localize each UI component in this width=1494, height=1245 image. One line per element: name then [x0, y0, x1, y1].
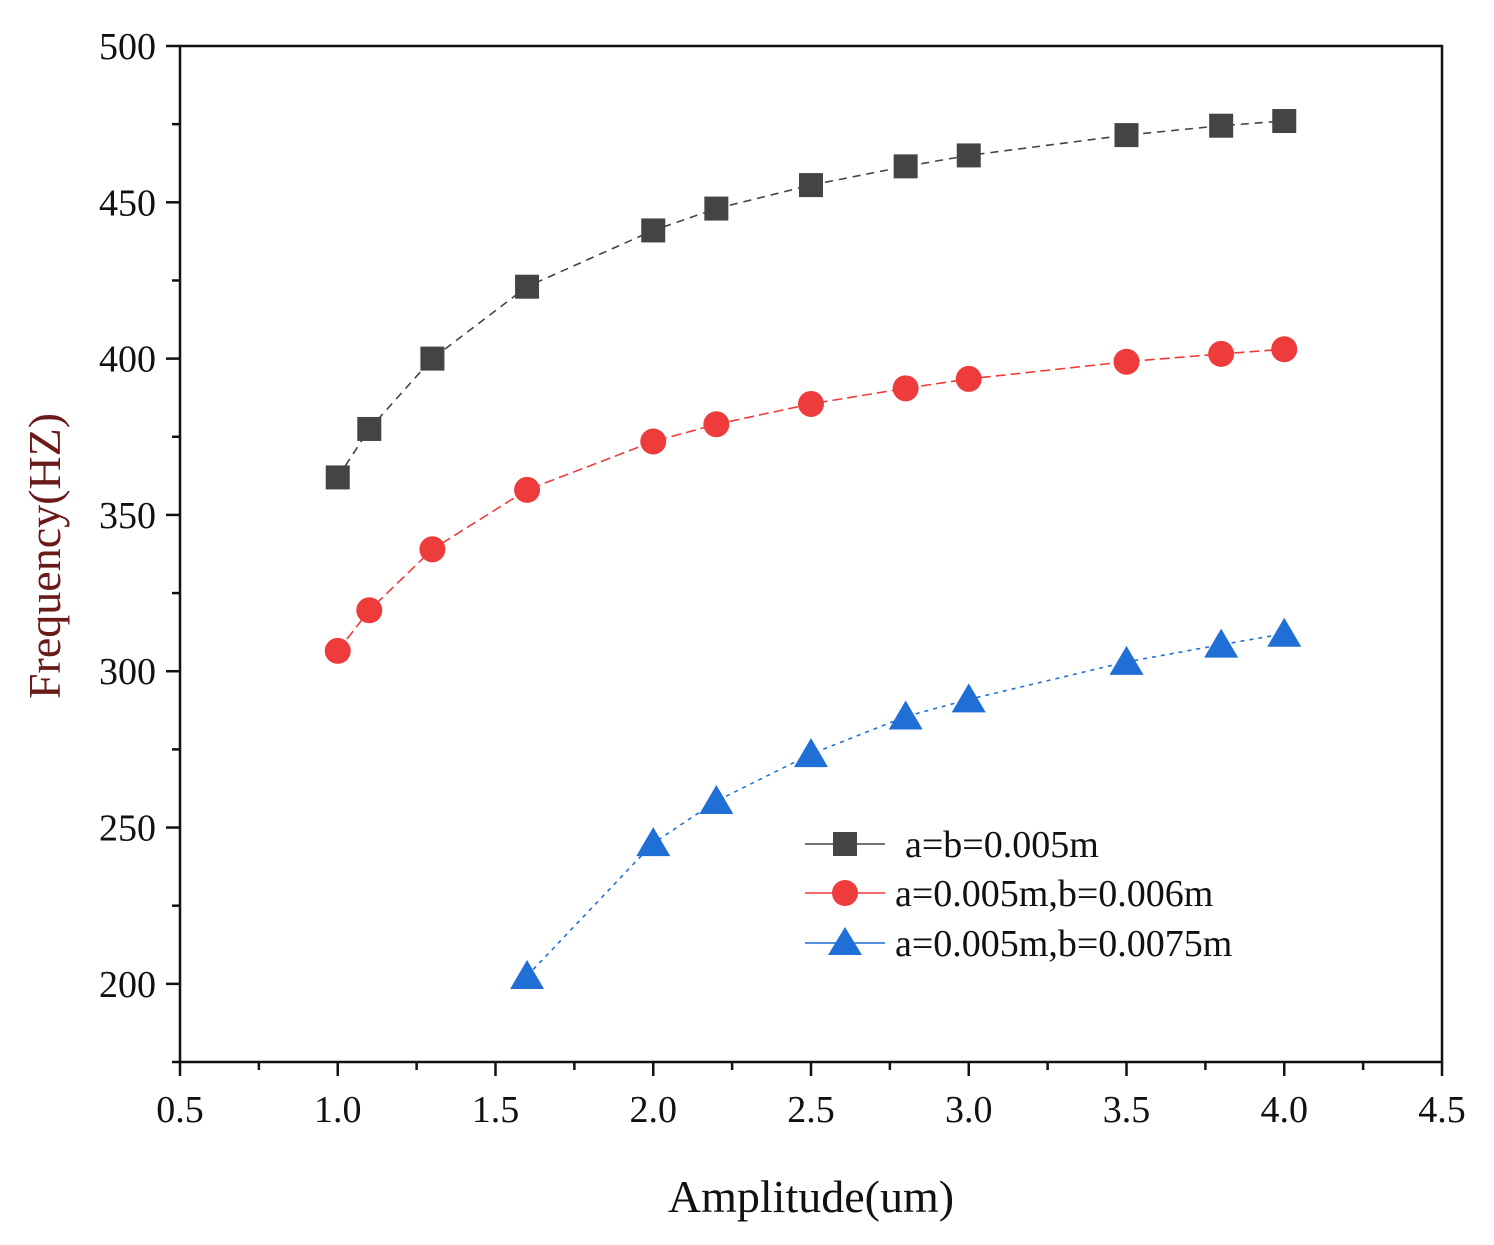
data-point — [1272, 109, 1297, 134]
legend-label-series-3: a=0.005m,b=0.0075m — [895, 923, 1232, 965]
plot-area — [178, 44, 1444, 1064]
data-point — [636, 827, 671, 857]
y-tick-label: 200 — [99, 964, 156, 1006]
legend-marker-series-1 — [833, 832, 857, 856]
x-tick-label: 3.5 — [1103, 1089, 1151, 1131]
data-point — [951, 683, 986, 713]
legend-label-series-2: a=0.005m,b=0.006m — [895, 873, 1213, 915]
legend-entry-series-1: a=b=0.005m — [805, 824, 1099, 866]
x-tick-label: 1.5 — [472, 1089, 520, 1131]
y-tick-label: 450 — [99, 182, 156, 224]
data-point — [699, 784, 734, 814]
data-point — [515, 274, 540, 299]
data-point — [324, 637, 351, 664]
data-point — [1109, 645, 1144, 675]
data-point — [1113, 348, 1140, 375]
x-tick-label: 4.5 — [1418, 1089, 1466, 1131]
legend-entry-series-2: a=0.005m,b=0.006m — [805, 873, 1213, 915]
data-point — [1208, 340, 1235, 367]
data-point — [1114, 123, 1139, 148]
series-3 — [510, 617, 1302, 990]
data-point — [794, 738, 828, 768]
series-line-3 — [526, 632, 1285, 977]
x-tick-label: 4.0 — [1261, 1089, 1309, 1131]
y-axis-ticks — [166, 44, 180, 1064]
data-point — [955, 365, 982, 392]
y-tick-label: 300 — [99, 651, 156, 693]
series-line-2 — [337, 348, 1285, 652]
series-1 — [325, 109, 1297, 490]
data-point — [1271, 336, 1298, 363]
y-axis-tick-labels: 200 250 300 350 400 450 500 — [99, 26, 156, 1006]
legend-entry-series-3: a=0.005m,b=0.0075m — [805, 923, 1232, 965]
data-point — [893, 154, 918, 179]
data-point — [640, 428, 667, 455]
y-tick-label: 400 — [99, 339, 156, 381]
x-tick-label: 3.0 — [945, 1089, 993, 1131]
legend: a=b=0.005m a=0.005m,b=0.006m a=0.005m,b=… — [805, 824, 1232, 965]
series-2 — [324, 336, 1298, 664]
data-point — [703, 411, 730, 438]
y-axis-title: Frequency(HZ) — [19, 413, 70, 699]
series-layer — [324, 109, 1302, 990]
data-point — [956, 143, 981, 168]
data-point — [1204, 628, 1239, 658]
data-point — [419, 536, 446, 563]
x-axis-title: Amplitude(um) — [668, 1171, 954, 1222]
data-point — [357, 416, 382, 441]
data-point — [704, 196, 729, 221]
data-point — [888, 700, 923, 730]
x-tick-label: 2.0 — [630, 1089, 678, 1131]
data-point — [356, 597, 383, 624]
data-point — [514, 476, 541, 503]
legend-marker-series-3 — [828, 927, 862, 955]
legend-marker-series-2 — [832, 880, 858, 906]
data-point — [1209, 113, 1234, 138]
y-tick-label: 350 — [99, 495, 156, 537]
x-axis-ticks — [178, 1062, 1444, 1076]
data-point — [798, 390, 824, 417]
series-line-1 — [337, 120, 1285, 478]
x-tick-label: 0.5 — [156, 1089, 204, 1131]
x-tick-label: 2.5 — [787, 1089, 835, 1131]
x-axis-tick-labels: 0.5 1.0 1.5 2.0 2.5 3.0 3.5 4.0 4.5 — [156, 1089, 1466, 1131]
data-point — [1267, 617, 1302, 647]
data-point — [420, 346, 445, 371]
legend-label-series-1: a=b=0.005m — [905, 824, 1099, 866]
data-point — [510, 960, 545, 990]
data-point — [799, 173, 823, 198]
y-tick-label: 250 — [99, 808, 156, 850]
data-point — [325, 465, 350, 490]
y-tick-label: 500 — [99, 26, 156, 68]
data-point — [641, 218, 666, 243]
x-tick-label: 1.0 — [314, 1089, 362, 1131]
data-point — [892, 375, 919, 402]
